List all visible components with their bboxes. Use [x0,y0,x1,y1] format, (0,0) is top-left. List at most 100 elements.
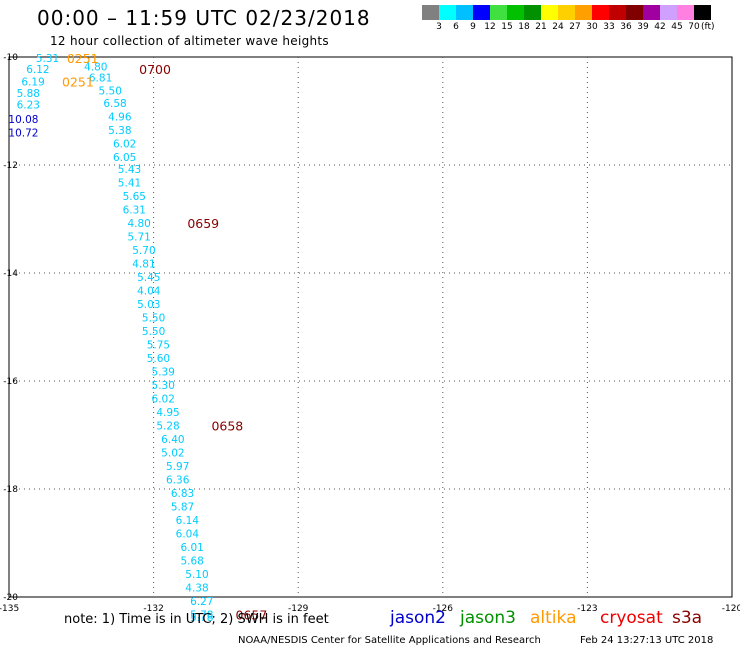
wave-height-value: 4.38 [185,582,208,594]
color-scale-label: 27 [569,22,581,32]
color-swatch [694,5,711,20]
color-swatch [677,5,694,20]
color-swatch [558,5,575,20]
color-scale-label: 3 [436,22,442,32]
wave-height-value: 5.50 [142,326,165,338]
color-swatch [643,5,660,20]
x-tick-label: -132 [143,604,163,614]
pass-time-label: 0658 [211,418,243,433]
wave-height-value: 5.50 [142,312,165,324]
wave-height-value: 5.60 [147,353,170,365]
wave-height-value: 5.30 [152,380,175,392]
pass-time-label: 0659 [187,216,219,231]
wave-height-value: 6.02 [113,138,136,150]
chart-title: 00:00 – 11:59 UTC 02/23/2018 [37,6,371,30]
wave-height-value: 6.05 [113,152,136,164]
color-swatch [473,5,490,20]
wave-height-value: 6.31 [123,204,146,216]
satellite-cryosat: cryosat [600,608,663,628]
wave-height-value: 6.19 [21,76,44,88]
wave-height-value: 5.78 [190,609,213,621]
pass-time-label: 0251 [67,51,99,66]
wave-height-value: 4.96 [108,111,132,123]
color-scale-label: 70 [688,22,700,32]
wave-height-value: 6.04 [176,528,200,540]
color-scale-label: 36 [620,22,632,32]
color-scale-label: 42 [654,22,666,32]
color-swatch [660,5,677,20]
plot-frame [8,56,733,598]
wave-height-value: 5.97 [166,461,189,473]
color-swatch [541,5,558,20]
wave-height-value: 5.75 [147,339,170,351]
wave-height-value: 5.68 [180,555,203,567]
color-swatch [439,5,456,20]
wave-height-value: 10.08 [8,114,38,126]
wave-height-value: 5.41 [118,177,141,189]
color-swatch [609,5,626,20]
color-swatch [456,5,473,20]
wave-height-value: 4.80 [84,62,107,74]
y-tick-label: -20 [3,593,18,603]
wave-height-value: 5.03 [137,299,160,311]
wave-height-value: 6.40 [161,434,184,446]
wave-height-value: 5.10 [185,569,208,581]
color-scale-label: 30 [586,22,598,32]
color-swatch [592,5,609,20]
y-tick-label: -10 [3,53,18,63]
wave-height-value: 4.04 [137,285,161,297]
wave-height-value: 6.12 [26,64,49,76]
wave-height-value: 5.45 [137,272,160,284]
generated-timestamp: Feb 24 13:27:13 UTC 2018 [580,635,714,646]
color-swatch [490,5,507,20]
color-scale-label: 45 [671,22,683,32]
color-swatch [626,5,643,20]
chart-subtitle: 12 hour collection of altimeter wave hei… [50,34,329,48]
wave-height-value: 10.72 [8,128,38,140]
color-scale-unit: (ft) [701,22,715,32]
wave-height-value: 6.81 [89,73,112,85]
wave-height-value: 5.28 [156,420,179,432]
y-tick-label: -12 [3,161,18,171]
wave-height-value: 6.83 [171,488,194,500]
wave-height-value: 5.87 [171,501,194,513]
color-scale-label: 21 [535,22,547,32]
y-tick-label: -18 [3,485,18,495]
satellite-s3a: s3a [672,608,703,628]
wave-height-value: 6.58 [103,98,126,110]
satellite-jason3: jason3 [460,608,516,628]
wave-height-value: 5.71 [127,231,150,243]
color-swatch [507,5,524,20]
color-swatch [524,5,541,20]
wave-height-value: 6.36 [166,474,190,486]
y-tick-label: -14 [3,269,18,279]
wave-height-value: 4.80 [127,218,150,230]
wave-height-value: 6.27 [190,596,213,608]
wave-height-value: 6.02 [152,393,175,405]
color-scale-label: 39 [637,22,649,32]
wave-height-value: 5.50 [99,85,122,97]
wave-height-value: 5.43 [118,164,141,176]
satellite-altika: altika [530,608,577,628]
color-scale-label: 12 [484,22,496,32]
wave-height-value: 4.95 [156,407,179,419]
pass-time-label: 0251 [62,74,94,89]
color-swatch [575,5,592,20]
wave-height-value: 5.78 [190,612,213,624]
color-scale-label: 6 [453,22,459,32]
color-scale-label: 18 [518,22,530,32]
credit-line: NOAA/NESDIS Center for Satellite Applica… [238,635,541,646]
x-tick-label: -129 [288,604,309,614]
wave-height-value: 5.65 [123,191,146,203]
footer-note: note: 1) Time is in UTC; 2) SWH is in fe… [64,612,329,627]
x-tick-label: -126 [433,604,454,614]
wave-height-value: 5.88 [17,88,40,100]
pass-time-label: 0657 [236,607,268,622]
y-tick-label: -16 [3,377,18,387]
color-scale-label: 9 [470,22,476,32]
color-scale-label: 33 [603,22,615,32]
color-scale-label: 15 [501,22,513,32]
wave-height-value: 4.81 [132,258,155,270]
x-tick-label: -120 [722,604,740,614]
color-scale-label: 24 [552,22,564,32]
